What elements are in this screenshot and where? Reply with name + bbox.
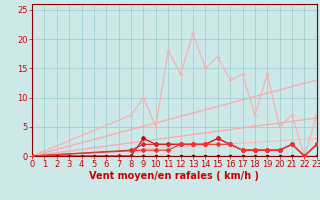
X-axis label: Vent moyen/en rafales ( km/h ): Vent moyen/en rafales ( km/h ) xyxy=(89,171,260,181)
